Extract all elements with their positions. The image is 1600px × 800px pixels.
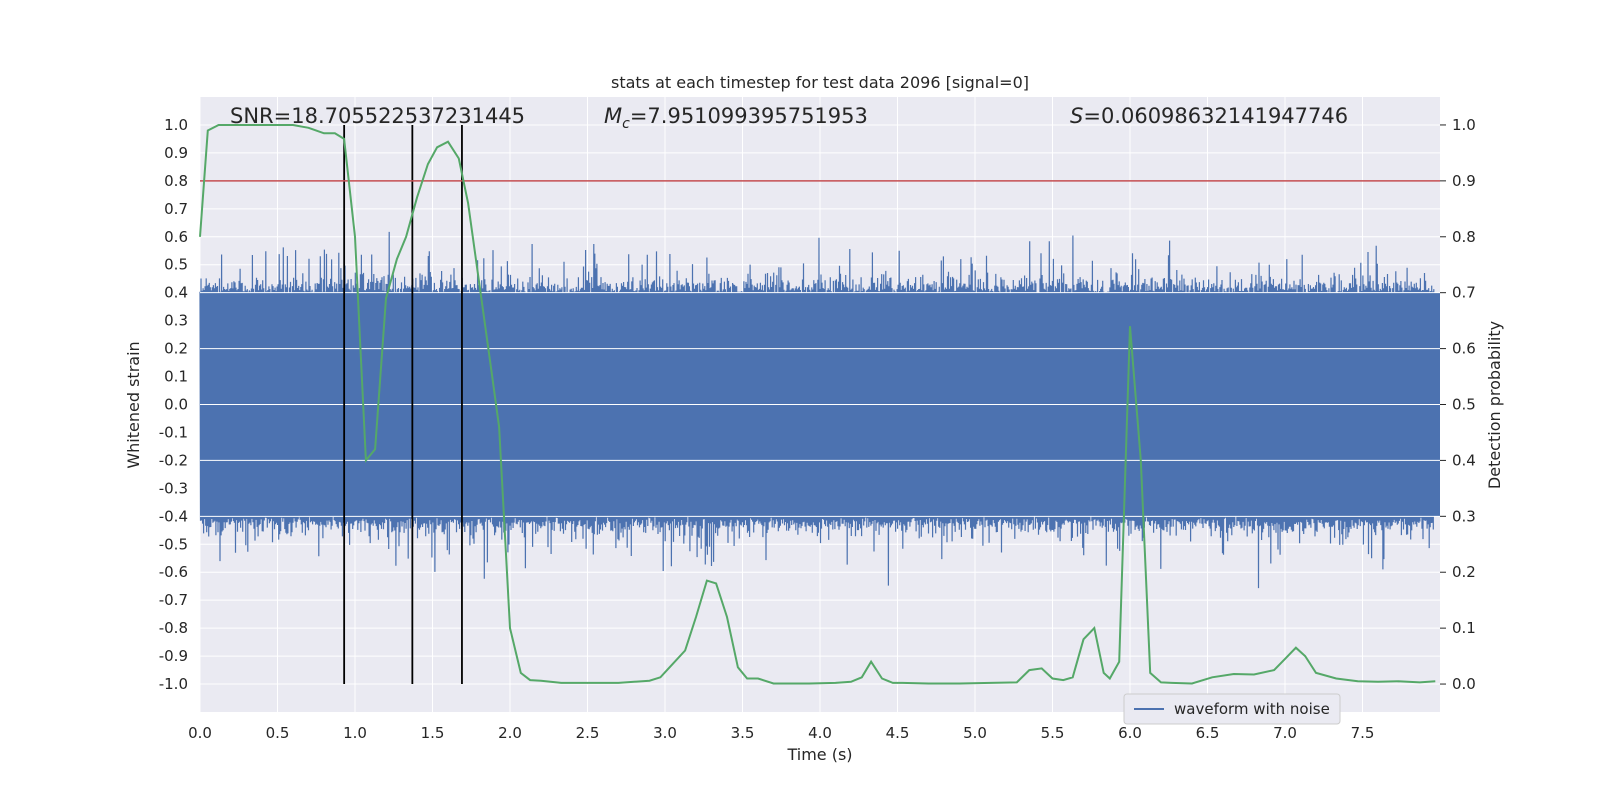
x-tick-label: 5.0 <box>963 724 987 742</box>
y-left-tick-label: 0.4 <box>164 284 188 302</box>
s-annotation: S=0.06098632141947746 <box>1070 104 1348 128</box>
x-tick-label: 0.5 <box>266 724 290 742</box>
y-right-tick-label: 0.7 <box>1452 284 1476 302</box>
x-tick-label: 3.5 <box>731 724 755 742</box>
y-left-tick-label: 0.6 <box>164 228 188 246</box>
y-right-tick-label: 0.8 <box>1452 228 1476 246</box>
y-right-tick-label: 0.5 <box>1452 396 1476 414</box>
y-left-tick-label: 0.1 <box>164 368 188 386</box>
y-right-tick-label: 0.2 <box>1452 563 1476 581</box>
chirp-mass-annotation: Mc=7.951099395751953 <box>604 104 868 132</box>
y-left-tick-label: -0.7 <box>159 591 188 609</box>
x-tick-label: 6.5 <box>1196 724 1220 742</box>
x-tick-label: 4.0 <box>808 724 832 742</box>
y-left-tick-label: -0.2 <box>159 451 188 469</box>
y-right-tick-label: 0.3 <box>1452 507 1476 525</box>
x-tick-label: 5.5 <box>1041 724 1065 742</box>
y-right-tick-label: 1.0 <box>1452 116 1476 134</box>
y-left-tick-label: -0.9 <box>159 647 188 665</box>
y-axis-right-label: Detection probability <box>1485 321 1504 489</box>
axis-ticks: 0.0 0.5 1.0 1.5 2.0 2.5 3.0 3.5 4.0 4.5 5.0 5.5 6.0 6… <box>159 116 1476 742</box>
snr-annotation: SNR=18.705522537231445 <box>230 104 525 128</box>
detection-probability-line <box>199 124 1436 685</box>
y-left-tick-label: -0.3 <box>159 479 188 497</box>
x-axis-label: Time (s) <box>786 745 852 764</box>
y-axis-left-label: Whitened strain <box>124 341 143 468</box>
mc-subscript: c <box>622 116 630 132</box>
x-tick-label: 0.0 <box>188 724 212 742</box>
y-left-tick-label: 0.0 <box>164 396 188 414</box>
chart-title: stats at each timestep for test data 209… <box>611 73 1029 92</box>
y-right-tick-label: 0.6 <box>1452 340 1476 358</box>
y-left-tick-label: 1.0 <box>164 116 188 134</box>
x-tick-label: 4.5 <box>886 724 910 742</box>
y-left-tick-label: -0.1 <box>159 423 188 441</box>
vertical-markers <box>343 124 463 685</box>
legend-label: waveform with noise <box>1174 700 1330 718</box>
y-left-tick-label: 0.8 <box>164 172 188 190</box>
y-left-tick-label: -0.6 <box>159 563 188 581</box>
y-left-tick-label: -0.5 <box>159 535 188 553</box>
x-tick-label: 7.5 <box>1351 724 1375 742</box>
legend: waveform with noise <box>1123 693 1341 725</box>
y-left-tick-label: 0.9 <box>164 144 188 162</box>
waveform-series <box>199 231 1440 589</box>
y-left-tick-label: -0.4 <box>159 507 188 525</box>
y-right-tick-label: 0.9 <box>1452 172 1476 190</box>
x-tick-label: 2.5 <box>576 724 600 742</box>
y-left-tick-label: 0.3 <box>164 312 188 330</box>
y-left-tick-label: 0.7 <box>164 200 188 218</box>
s-symbol: S <box>1070 104 1083 128</box>
mc-value: =7.951099395751953 <box>630 104 868 128</box>
y-left-tick-label: 0.5 <box>164 256 188 274</box>
x-tick-label: 3.0 <box>653 724 677 742</box>
mc-symbol: M <box>604 104 622 128</box>
x-tick-label: 7.0 <box>1273 724 1297 742</box>
x-tick-label: 1.5 <box>421 724 445 742</box>
y-left-tick-label: -1.0 <box>159 675 188 693</box>
x-tick-label: 1.0 <box>343 724 367 742</box>
y-right-tick-label: 0.4 <box>1452 451 1476 469</box>
x-tick-label: 2.0 <box>498 724 522 742</box>
legend-box <box>1123 693 1341 725</box>
s-value: =0.06098632141947746 <box>1083 104 1348 128</box>
y-left-tick-label: 0.2 <box>164 340 188 358</box>
y-right-tick-label: 0.1 <box>1452 619 1476 637</box>
waveform-trace <box>199 231 1435 589</box>
y-right-tick-label: 0.0 <box>1452 675 1476 693</box>
x-tick-label: 6.0 <box>1118 724 1142 742</box>
y-left-tick-label: -0.8 <box>159 619 188 637</box>
